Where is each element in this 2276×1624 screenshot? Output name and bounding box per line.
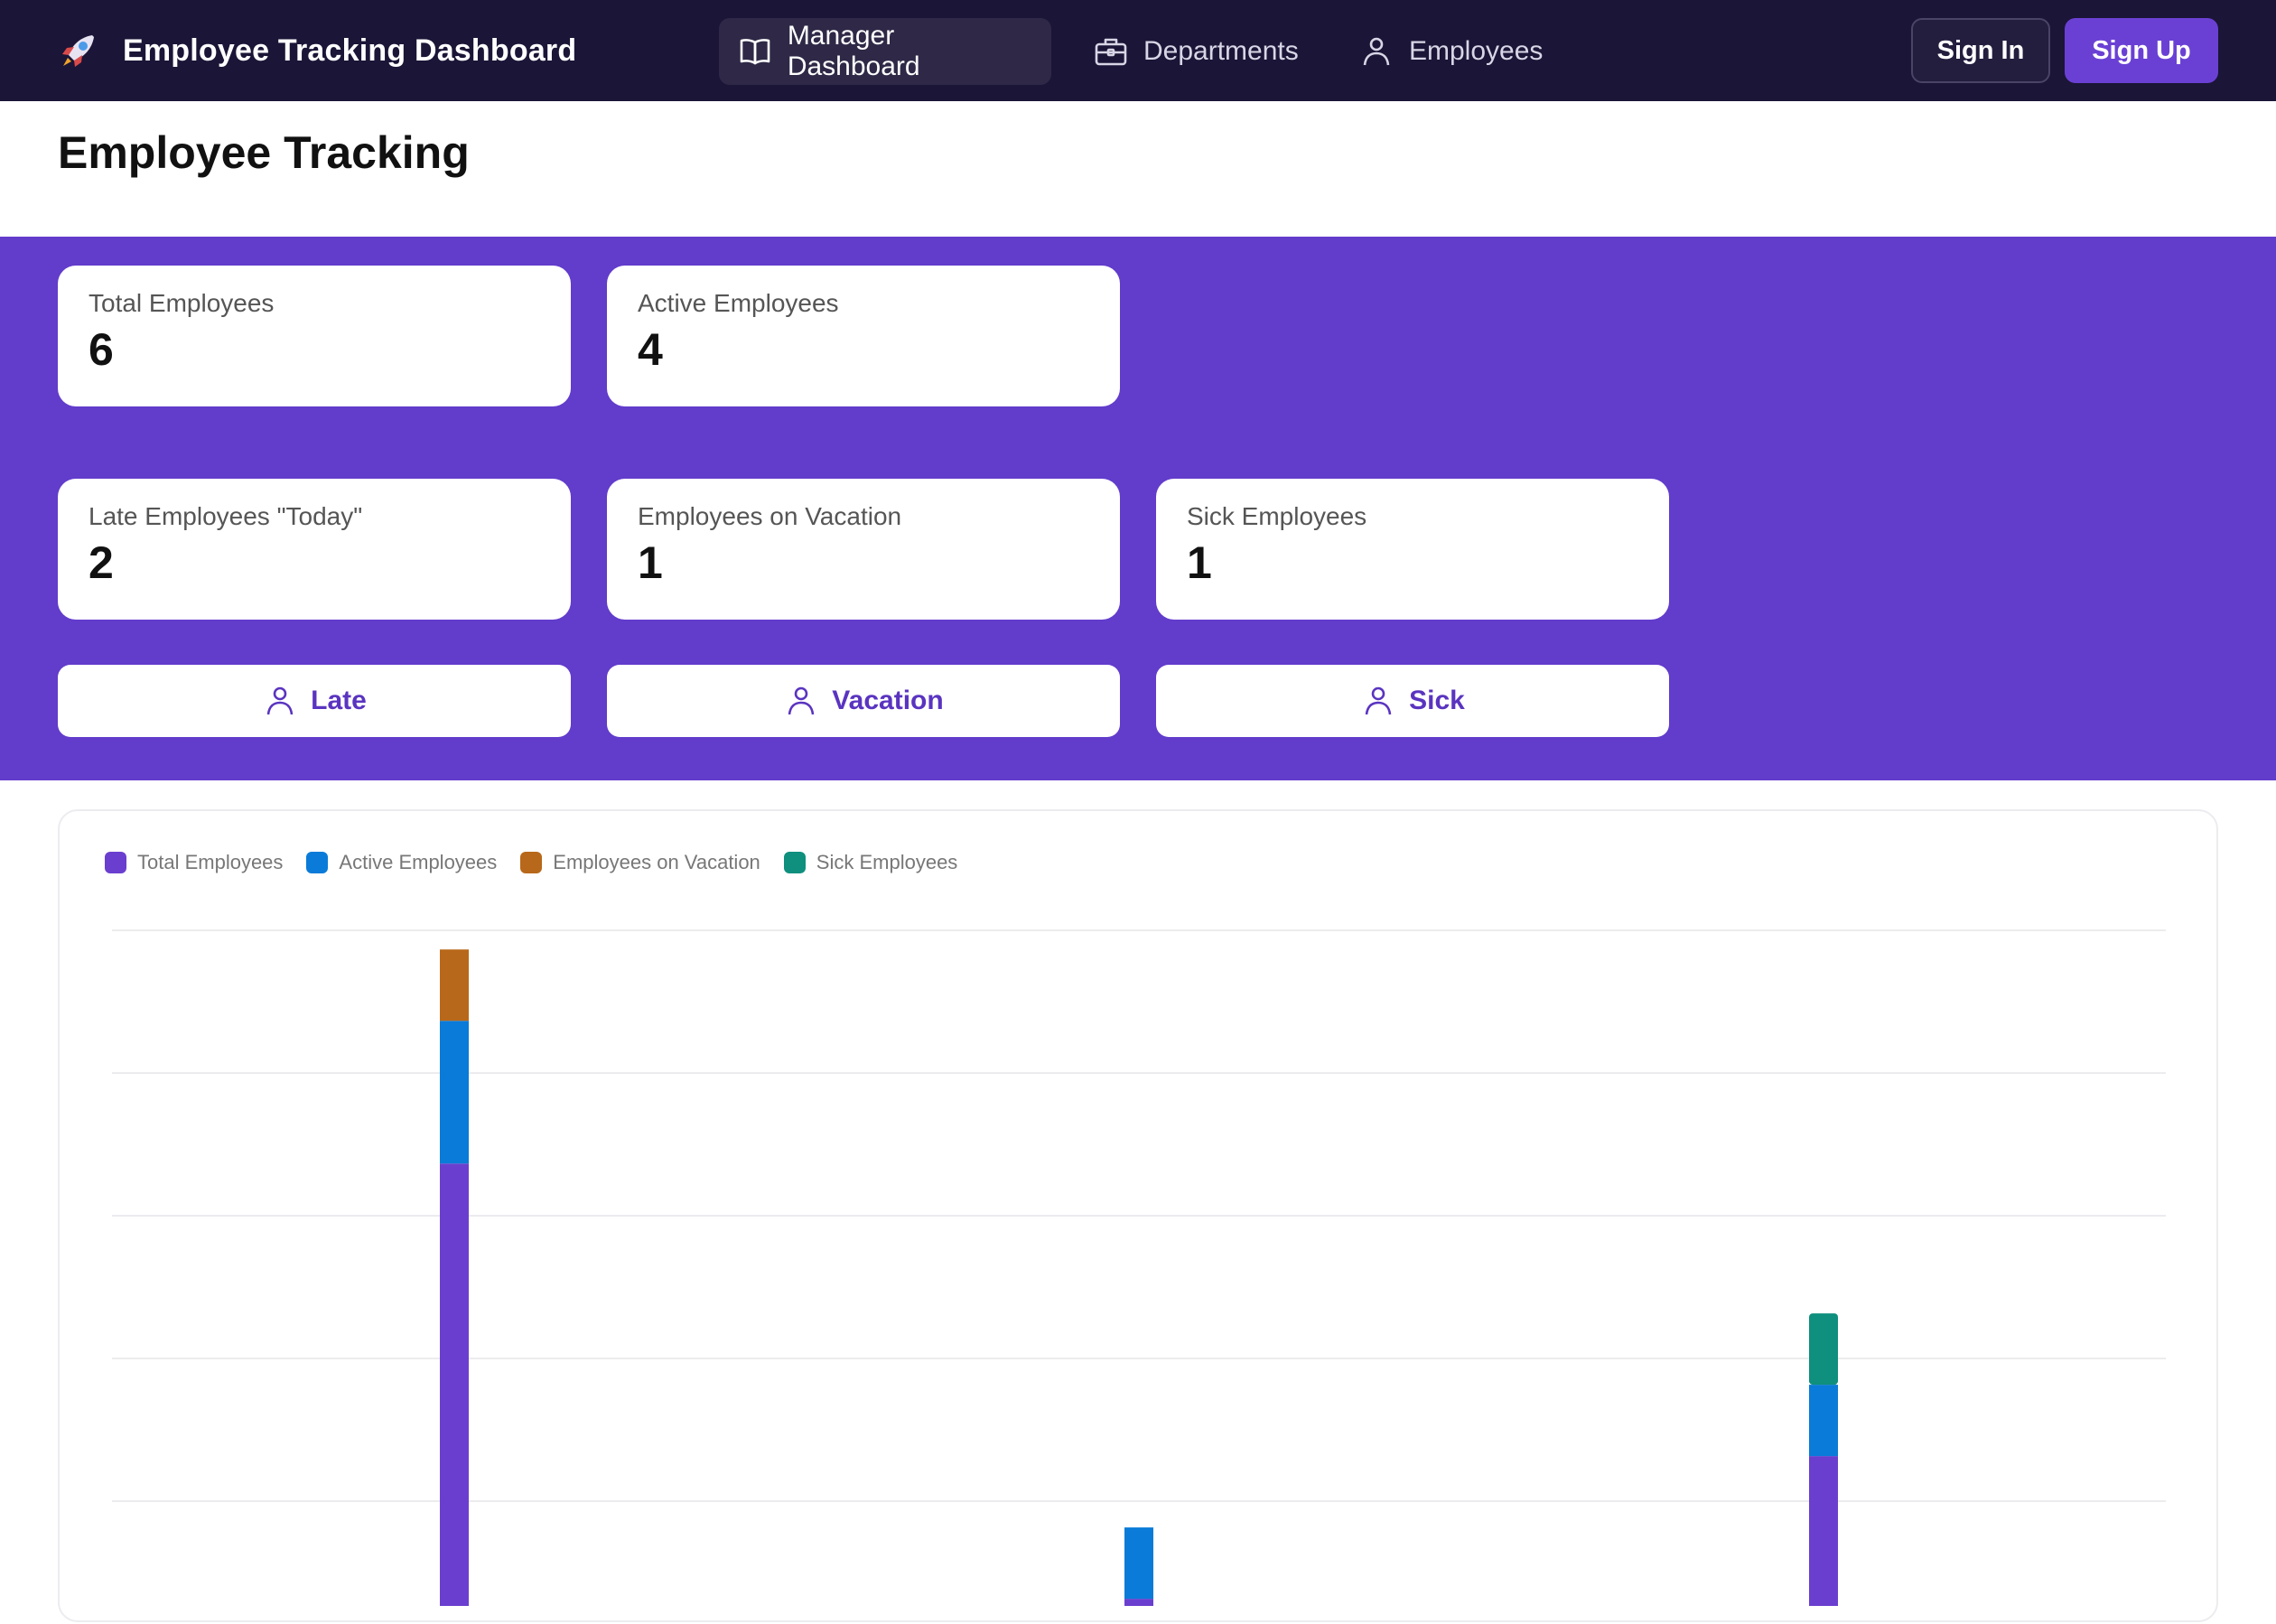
legend-label: Active Employees (339, 851, 498, 873)
rocket-icon (56, 28, 101, 73)
stat-card-total-employees: Total Employees 6 (58, 266, 571, 406)
nav-employees[interactable]: Employees (1340, 18, 1561, 85)
nav-label: Employees (1409, 36, 1544, 66)
brand[interactable]: Employee Tracking Dashboard (56, 27, 576, 74)
legend-label: Total Employees (137, 851, 284, 873)
late-button[interactable]: Late (58, 665, 571, 737)
chart-bar-segment[interactable] (1809, 1385, 1838, 1457)
nav-label: Manager Dashboard (787, 21, 920, 81)
stat-value: 1 (638, 537, 663, 588)
chart-plot-area (112, 929, 2166, 1606)
legend-swatch (306, 852, 329, 873)
employee-chart: Total Employees Active Employees Employe… (58, 809, 2218, 1622)
sign-up-button[interactable]: Sign Up (2065, 18, 2218, 83)
sick-button-label: Sick (1409, 686, 1465, 715)
legend-swatch (520, 852, 543, 873)
legend-label: Sick Employees (816, 851, 958, 873)
chart-bar-segment[interactable] (1124, 1599, 1153, 1606)
sick-button[interactable]: Sick (1156, 665, 1669, 737)
chart-bar-segment[interactable] (1124, 1527, 1153, 1600)
book-open-icon (737, 33, 773, 70)
stat-value: 6 (89, 324, 114, 375)
stat-label: Total Employees (89, 289, 275, 317)
stat-label: Employees on Vacation (638, 502, 902, 530)
chart-legend: Total Employees Active Employees Employe… (105, 851, 981, 874)
stat-value: 2 (89, 537, 114, 588)
stat-value: 4 (638, 324, 663, 375)
stat-label: Sick Employees (1187, 502, 1367, 530)
chart-bar-segment[interactable] (440, 1163, 469, 1606)
chart-bar-segment[interactable] (1809, 1313, 1838, 1386)
chart-bar-segment[interactable] (1809, 1456, 1838, 1606)
chart-bar-segment[interactable] (440, 949, 469, 1022)
nav-departments[interactable]: Departments (1075, 18, 1317, 85)
stat-card-sick-employees: Sick Employees 1 (1156, 479, 1669, 620)
legend-swatch (783, 852, 806, 873)
legend-swatch (105, 852, 126, 873)
chart-bar-segment[interactable] (440, 1021, 469, 1164)
user-icon (783, 683, 819, 719)
briefcase-icon (1093, 33, 1129, 70)
vacation-button-label: Vacation (832, 686, 944, 715)
nav-label: Departments (1143, 36, 1299, 66)
stat-label: Active Employees (638, 289, 839, 317)
stat-card-late-employees: Late Employees "Today" 2 (58, 479, 571, 620)
user-icon (1358, 33, 1395, 70)
sign-in-button[interactable]: Sign In (1911, 18, 2050, 83)
vacation-button[interactable]: Vacation (607, 665, 1120, 737)
legend-item-vacation[interactable]: Employees on Vacation (520, 851, 760, 874)
legend-item-active[interactable]: Active Employees (306, 851, 497, 874)
brand-title: Employee Tracking Dashboard (123, 33, 577, 68)
legend-item-total[interactable]: Total Employees (105, 851, 283, 874)
stats-section: Total Employees 6 Active Employees 4 Lat… (0, 237, 2276, 780)
legend-label: Employees on Vacation (553, 851, 760, 873)
nav-manager-dashboard[interactable]: Manager Dashboard (719, 18, 1051, 85)
stat-card-vacation-employees: Employees on Vacation 1 (607, 479, 1120, 620)
stat-label: Late Employees "Today" (89, 502, 363, 530)
page-title: Employee Tracking (58, 127, 470, 178)
top-navbar: Employee Tracking Dashboard Manager Dash… (0, 0, 2276, 101)
user-icon (262, 683, 298, 719)
stat-card-active-employees: Active Employees 4 (607, 266, 1120, 406)
late-button-label: Late (311, 686, 367, 715)
stat-value: 1 (1187, 537, 1212, 588)
user-icon (1360, 683, 1396, 719)
legend-item-sick[interactable]: Sick Employees (783, 851, 958, 874)
